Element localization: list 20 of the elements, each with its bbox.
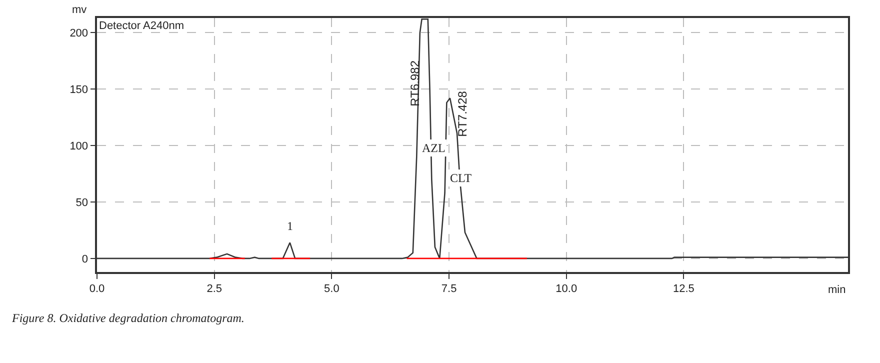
annotation: 1 bbox=[287, 219, 293, 233]
y-axis-title: mv bbox=[72, 4, 88, 16]
y-tick-label: 200 bbox=[70, 28, 88, 40]
x-tick-label: 5.0 bbox=[324, 282, 340, 295]
y-tick-label: 0 bbox=[82, 253, 88, 266]
annotation: Detector A240nm bbox=[99, 20, 184, 32]
x-tick-label: 0.0 bbox=[89, 282, 105, 295]
y-tick-label: 100 bbox=[70, 140, 88, 152]
annotation: RT7.428 bbox=[456, 90, 470, 137]
x-tick-label: 7.5 bbox=[441, 282, 457, 295]
caption: Figure 8. Oxidative degradation chromatogram. bbox=[11, 311, 244, 325]
x-tick-label: 2.5 bbox=[206, 282, 222, 295]
x-tick-label: 10.0 bbox=[556, 282, 578, 295]
annotation: RT6.982 bbox=[408, 60, 422, 106]
x-axis-title: min bbox=[828, 284, 846, 296]
x-tick-label: 12.5 bbox=[673, 282, 694, 295]
annotation: AZL bbox=[422, 141, 446, 155]
y-tick-label: 150 bbox=[70, 84, 88, 96]
y-tick-label: 50 bbox=[76, 196, 88, 209]
annotation: CLT bbox=[450, 171, 472, 185]
